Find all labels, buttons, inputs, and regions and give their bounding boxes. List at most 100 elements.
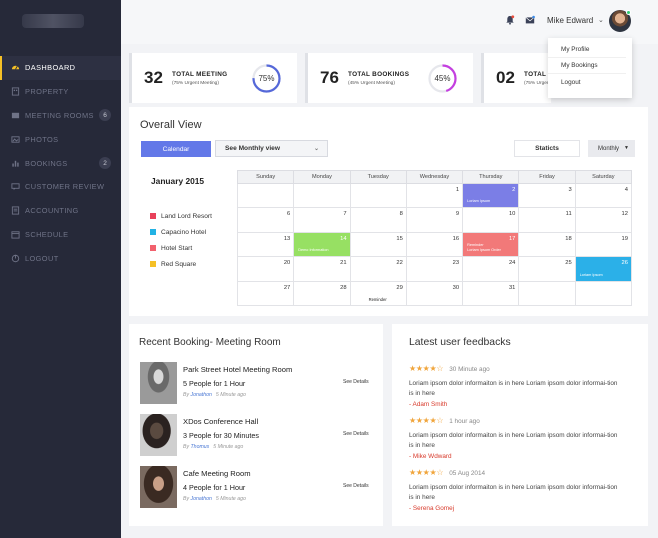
sidebar-item-schedule[interactable]: SCHEDULE	[0, 223, 121, 247]
calendar-day[interactable]: 17 Reminder Loriam Ipsom Order	[462, 231, 520, 258]
day-number: 3	[568, 187, 572, 193]
booking-author[interactable]: Thomus	[190, 444, 210, 450]
sidebar-item-photos[interactable]: PHOTOS	[0, 127, 121, 151]
calendar-day[interactable]: 9	[405, 207, 464, 233]
sidebar-item-meeting-rooms[interactable]: MEETING ROOMS 6	[0, 104, 121, 128]
calendar-week: 20 21 22 23 24 25 26 Loriam Ipsom	[236, 256, 633, 282]
menu-item-my-profile[interactable]: My Profile	[548, 42, 626, 58]
sidebar-item-label: PHOTOS	[25, 134, 59, 144]
sidebar-item-customer-review[interactable]: CUSTOMER REVIEW	[0, 175, 121, 199]
legend-item: Capacino Hotel	[150, 224, 212, 240]
calendar-day[interactable]: 25	[518, 256, 576, 282]
calendar-button[interactable]: Calendar	[141, 141, 211, 157]
statics-button[interactable]: Staticts	[514, 140, 580, 157]
calendar-day[interactable]: 8	[349, 207, 407, 233]
day-number: 11	[565, 211, 572, 218]
calendar-day[interactable]: 15	[349, 231, 407, 258]
chevron-down-icon[interactable]: ⌄	[598, 17, 604, 24]
stat-sub: (75% Urgent Meeting)	[172, 81, 219, 86]
feedback-author[interactable]: - Serena Gomej	[409, 505, 455, 512]
booking-photo	[140, 362, 177, 404]
progress-ring	[252, 64, 281, 93]
menu-item-my-bookings[interactable]: My Bookings	[548, 58, 626, 74]
calendar-day[interactable]	[518, 280, 576, 306]
calendar-note[interactable]: Reminder	[368, 296, 387, 302]
calendar-day[interactable]: 29 Reminder	[349, 280, 407, 306]
calendar-day[interactable]: 21	[293, 256, 351, 282]
stat-label: TOTAL BOOKINGS	[348, 71, 410, 78]
calendar-day[interactable]: 4	[574, 182, 633, 209]
avatar[interactable]	[609, 10, 631, 32]
calendar-day[interactable]: 31	[462, 280, 520, 306]
period-select[interactable]: Monthly ▼	[588, 140, 635, 157]
mail-icon[interactable]	[525, 15, 535, 25]
user-name[interactable]: Mike Edward	[547, 16, 594, 25]
calendar-day[interactable]: 3	[518, 182, 576, 209]
booking-time: 5 Minute ago	[213, 444, 244, 450]
day-number: 28	[340, 284, 347, 291]
calendar-day[interactable]: 18	[518, 231, 576, 258]
calendar-event[interactable]: Demo Information	[298, 248, 329, 253]
calendar-day[interactable]: 28	[293, 280, 351, 306]
calendar-day[interactable]: 22	[349, 256, 407, 282]
calendar-day[interactable]: 10	[462, 207, 520, 233]
calendar-day[interactable]: 23	[405, 256, 464, 282]
feedback-author[interactable]: - Mike Wdward	[409, 453, 452, 460]
calendar-day[interactable]: 1	[405, 182, 464, 209]
calendar-day[interactable]	[236, 182, 295, 209]
sidebar-item-logout[interactable]: LOGOUT	[0, 246, 121, 270]
sidebar-item-label: ACCOUNTING	[25, 206, 79, 216]
calendar-day[interactable]: 14 Demo Information	[293, 231, 351, 258]
calendar-day[interactable]: 27	[236, 280, 295, 306]
calendar-event[interactable]: Reminder Loriam Ipsom Order	[467, 243, 501, 253]
view-select[interactable]: See Monthly view ⌄	[215, 140, 328, 157]
weekday-header: Thursday	[462, 170, 520, 184]
sidebar-item-property[interactable]: PROPERTY	[0, 80, 121, 104]
day-number: 26	[621, 260, 628, 267]
day-number: 1	[455, 187, 460, 193]
booking-author[interactable]: Jonathon	[190, 392, 212, 398]
day-number: 10	[508, 211, 516, 218]
booking-room-name[interactable]: Park Street Hotel Meeting Room	[183, 365, 293, 374]
calendar-day[interactable]: 30	[405, 280, 464, 306]
calendar-day[interactable]: 2 Loriam Ipsom	[462, 182, 520, 209]
calendar-week: 27 28 29 Reminder 30 31	[236, 280, 633, 306]
calendar-day[interactable]: 24	[462, 256, 520, 282]
calendar-day[interactable]: 13	[236, 231, 295, 258]
booking-room-name[interactable]: Cafe Meeting Room	[183, 469, 251, 478]
calendar-day[interactable]: 11	[518, 207, 576, 233]
calendar-day[interactable]: 6	[236, 207, 295, 233]
see-details-link[interactable]: See Details	[343, 431, 369, 437]
bell-icon[interactable]	[505, 15, 515, 25]
feedback-author[interactable]: - Adam Smith	[409, 401, 448, 408]
photos-icon	[11, 135, 20, 144]
calendar-day[interactable]: 12	[574, 207, 633, 233]
calendar-day[interactable]: 26 Loriam Ipsom	[574, 256, 633, 282]
day-number: 25	[565, 260, 572, 267]
calendar-day[interactable]	[574, 280, 633, 306]
logo[interactable]	[22, 14, 84, 28]
booking-photo	[140, 414, 177, 456]
day-number: 29	[396, 284, 403, 291]
day-number: 20	[283, 260, 291, 267]
sidebar-item-dashboard[interactable]: DASHBOARD	[0, 56, 121, 80]
calendar-day[interactable]: 7	[293, 207, 351, 233]
schedule-icon	[11, 230, 20, 239]
calendar-day[interactable]	[293, 182, 351, 209]
sidebar-item-accounting[interactable]: ACCOUNTING	[0, 199, 121, 223]
calendar-day[interactable]: 19	[574, 231, 633, 258]
calendar-event[interactable]: Loriam Ipsom	[579, 272, 603, 277]
calendar-day[interactable]: 16	[405, 231, 464, 258]
progress-ring	[428, 64, 457, 93]
see-details-link[interactable]: See Details	[343, 483, 369, 489]
calendar-day[interactable]: 20	[236, 256, 295, 282]
day-number: 21	[340, 260, 347, 267]
see-details-link[interactable]: See Details	[343, 379, 369, 385]
booking-room-name[interactable]: XDos Conference Hall	[183, 417, 259, 426]
calendar-day[interactable]	[349, 182, 407, 209]
menu-item-logout[interactable]: Logout	[561, 78, 581, 86]
booking-meta: By Jonathon 5 Minute ago	[183, 392, 246, 398]
sidebar-item-bookings[interactable]: BOOKINGS 2	[0, 151, 121, 175]
calendar-event[interactable]: Loriam Ipsom	[467, 199, 491, 204]
booking-author[interactable]: Jonathon	[190, 496, 212, 502]
